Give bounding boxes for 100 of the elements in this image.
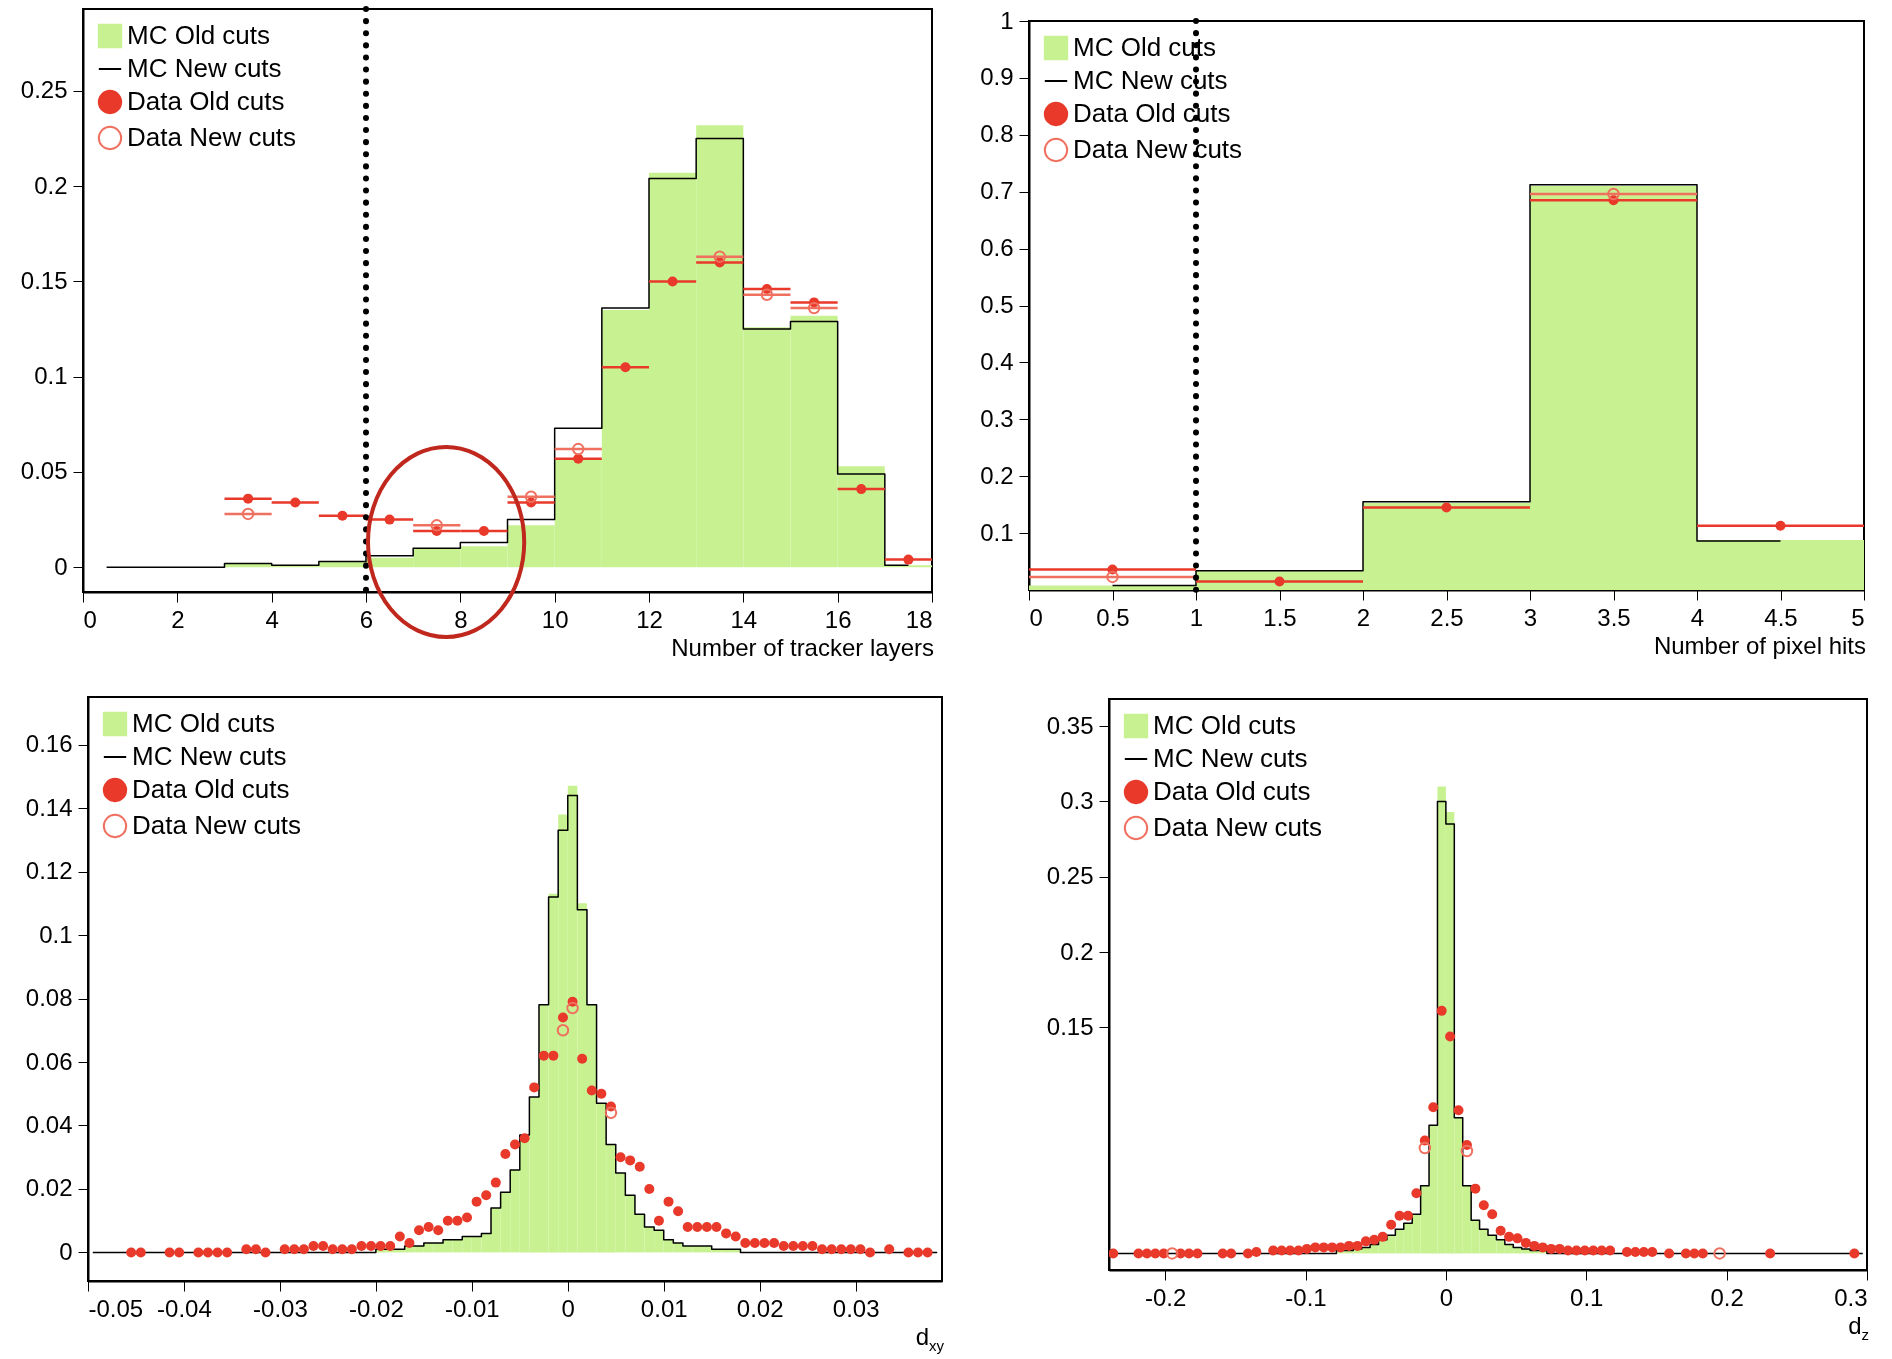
point [1775,520,1786,531]
point [620,362,631,373]
point [1106,570,1119,584]
y-tick-label: 0.2 [980,461,1014,489]
x-tick-label: 12 [636,605,663,633]
legend-label: MC Old cuts [132,708,276,738]
y-tick-label: 0.35 [1046,711,1094,739]
y-tick-label: 0 [54,552,68,580]
x-tick-label: 0 [561,1294,575,1322]
point [243,493,254,504]
x-axis-title: Number of tracker layers [671,634,934,662]
y-tick-label: 0.06 [25,1047,73,1075]
y-tick-label: 0.05 [20,457,68,485]
legend-label: Data New cuts [132,810,302,840]
point [1441,502,1452,513]
y-tick-label: 0.02 [25,1174,73,1202]
x-tick-label: 1 [1189,603,1204,631]
x-tick-label: 0.3 [1834,1283,1868,1311]
x-tick-label: -0.02 [349,1294,404,1322]
x-tick-label: 0 [83,605,97,633]
legend-label: Data Old cuts [1153,776,1311,806]
point [604,1106,618,1120]
legend-label: Data Old cuts [132,774,290,804]
x-tick-label: 4 [265,605,279,633]
y-tick-label: 0.12 [25,857,73,885]
y-tick-label: 0.16 [25,730,73,758]
point [337,510,348,521]
x-tick-label: 1.5 [1263,603,1297,631]
legend-label: Data Old cuts [1073,98,1231,128]
y-tick-label: 0.04 [25,1110,73,1138]
y-tick-label: 0.7 [980,177,1014,205]
x-tick-label: -0.04 [157,1294,212,1322]
legend-label: Data New cuts [1153,812,1323,842]
x-tick-label: 10 [541,605,569,633]
point [524,490,538,503]
legend-label: Data New cuts [1073,134,1243,164]
y-tick-label: 0.15 [20,266,68,294]
x-tick-label: 0 [1029,603,1043,631]
x-tick-label: 6 [359,605,374,633]
x-tick-label: 2.5 [1430,603,1464,631]
x-tick-label: 0 [1439,1283,1454,1311]
point [241,507,255,521]
legend-label: MC Old cuts [1153,710,1297,740]
x-axis-title: Number of pixel hits [1653,632,1866,660]
y-tick-label: 0.1 [34,362,68,390]
x-tick-label: 2 [1356,603,1371,631]
point [1274,576,1285,587]
y-tick-label: 0.14 [25,793,73,821]
y-tick-label: 0.15 [1046,1012,1094,1040]
x-axis-title: d$_{z}$ [1848,1312,1869,1343]
x-tick-label: -0.03 [253,1294,308,1322]
x-tick-label: 5 [1851,603,1865,631]
point [290,497,301,508]
x-tick-label: 2 [171,605,185,633]
point [713,250,726,263]
x-tick-label: -0.01 [444,1294,500,1322]
point [430,519,443,532]
x-tick-label: 0.03 [832,1294,880,1322]
y-tick-label: 1 [1000,6,1014,34]
y-tick-label: 0.8 [980,120,1014,148]
y-tick-label: 0.9 [980,63,1014,91]
x-tick-label: -0.05 [88,1294,144,1322]
x-tick-label: 0.01 [640,1294,688,1322]
x-tick-label: 4.5 [1764,603,1798,631]
point [807,301,821,315]
x-tick-label: 14 [730,605,758,633]
point [903,554,914,565]
point [566,1001,579,1015]
point [1460,1144,1474,1158]
point [572,442,585,456]
legend-label: MC New cuts [127,53,282,83]
y-tick-label: 0.25 [1046,862,1094,890]
point [1607,187,1620,201]
point [760,288,774,302]
point [556,1024,570,1037]
y-tick-label: 0.3 [1060,786,1094,814]
x-tick-label: 0.5 [1096,603,1130,631]
legend-label: MC Old cuts [127,20,271,50]
x-tick-label: 0.02 [736,1294,784,1322]
x-axis-title: d$_{xy}$ [915,1323,944,1354]
y-tick-label: 0.1 [980,518,1014,546]
legend-label: MC New cuts [132,741,287,771]
x-tick-label: 16 [824,605,852,633]
y-tick-label: 0.4 [980,347,1014,375]
point [478,526,489,537]
legend-label: MC New cuts [1073,65,1228,95]
y-tick-label: 0.2 [34,171,68,199]
point [384,514,395,525]
point [573,453,584,464]
y-tick-label: 0.08 [25,984,73,1012]
point [1418,1141,1432,1155]
x-tick-label: 0.1 [1570,1283,1604,1311]
x-tick-label: -0.1 [1285,1283,1327,1311]
x-tick-label: 18 [905,605,933,633]
x-tick-label: 0.2 [1710,1283,1744,1311]
y-tick-label: 0.3 [980,404,1014,432]
x-tick-label: 3.5 [1597,603,1631,631]
point [1713,1247,1726,1260]
legend-label: MC Old cuts [1073,32,1217,62]
legend-label: Data Old cuts [127,86,285,116]
